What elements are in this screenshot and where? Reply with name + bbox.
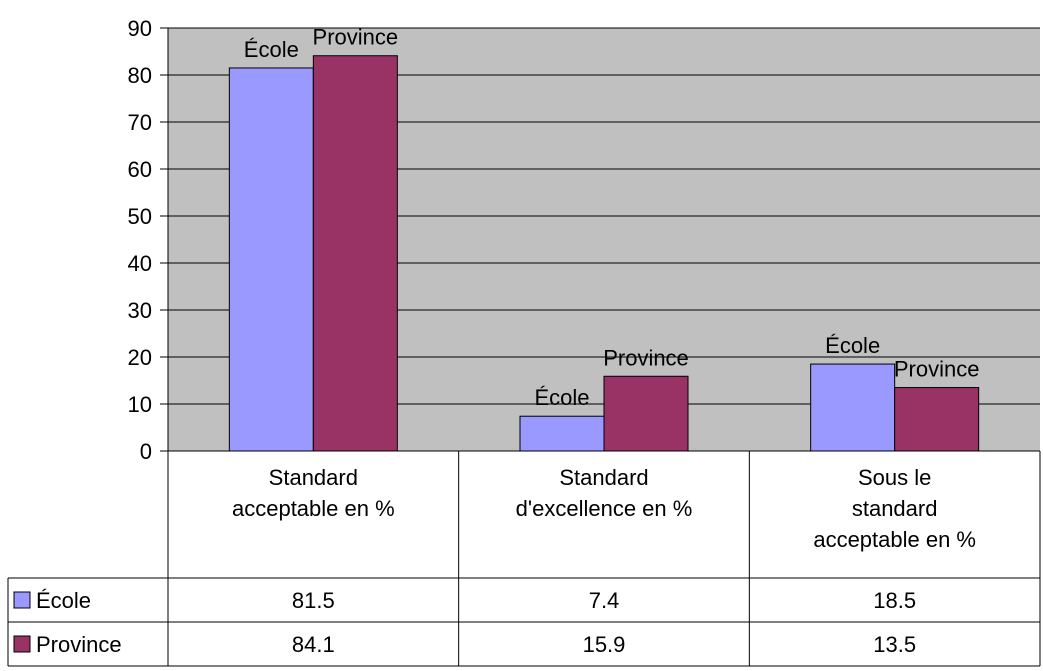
y-tick-label: 60 — [128, 157, 152, 182]
table-cell: 18.5 — [873, 588, 916, 613]
y-tick-label: 70 — [128, 110, 152, 135]
data-label: École — [244, 37, 299, 62]
bar — [312, 55, 398, 452]
bar — [228, 67, 314, 452]
y-tick-label: 90 — [128, 16, 152, 41]
data-labels: École École École Province Province Province — [244, 25, 980, 410]
data-label: École — [825, 333, 880, 358]
y-tick-label: 10 — [128, 392, 152, 417]
y-tick-label: 20 — [128, 345, 152, 370]
y-tick-label: 80 — [128, 63, 152, 88]
table-cell: 13.5 — [873, 632, 916, 657]
category-label: Standard d'excellence en % — [516, 465, 693, 521]
y-tick-label: 50 — [128, 204, 152, 229]
table-cell: 7.4 — [589, 588, 620, 613]
legend-key — [13, 591, 31, 609]
legend-label: École — [36, 588, 91, 613]
table-cell: 15.9 — [583, 632, 626, 657]
table-cell: 84.1 — [292, 632, 335, 657]
y-axis: 0 10 20 30 40 50 60 70 80 90 — [128, 16, 169, 464]
y-tick-label: 0 — [140, 439, 152, 464]
data-label: Province — [313, 25, 399, 50]
data-label: École — [534, 385, 589, 410]
legend-key — [13, 635, 31, 653]
category-label: Sous le standard acceptable en % — [813, 465, 976, 552]
y-tick-label: 30 — [128, 298, 152, 323]
bar — [603, 375, 689, 452]
data-label: Province — [603, 345, 689, 370]
bars — [228, 55, 980, 452]
bar — [519, 415, 605, 452]
table-cell: 81.5 — [292, 588, 335, 613]
category-label: Standard acceptable en % — [232, 465, 395, 521]
bar — [810, 363, 896, 452]
y-tick-label: 40 — [128, 251, 152, 276]
bar — [894, 387, 980, 452]
data-label: Province — [894, 357, 980, 382]
legend-label: Province — [36, 632, 122, 657]
data-table: Standard acceptable en % Standard d'excelle… — [7, 451, 1041, 667]
